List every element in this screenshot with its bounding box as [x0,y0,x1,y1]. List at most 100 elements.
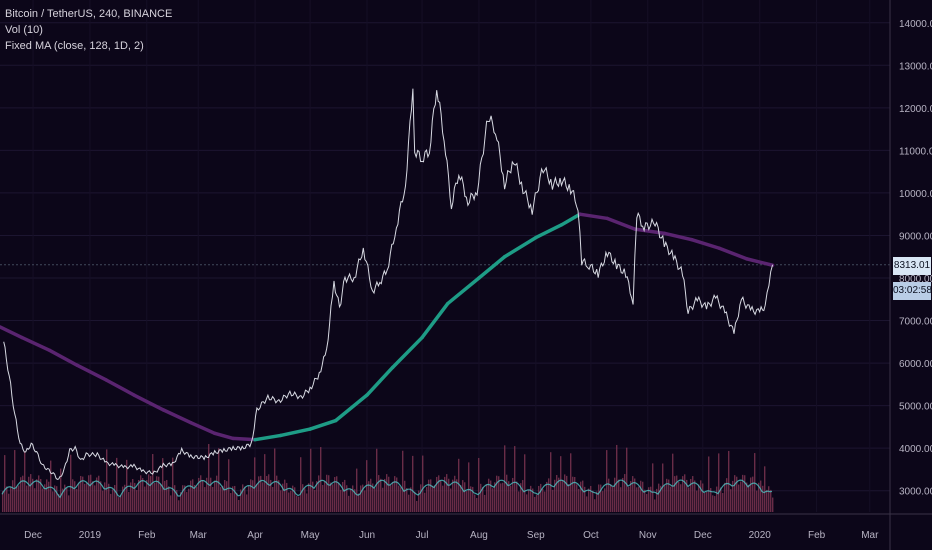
x-tick-label: Sep [527,530,545,541]
volume-bar [544,491,546,512]
volume-bar [174,485,176,512]
x-tick-label: May [301,530,320,541]
volume-bar [708,456,710,512]
volume-bar [642,481,644,512]
volume-bar [134,482,136,512]
volume-bar [208,444,210,512]
volume-bar [344,479,346,512]
volume-bar [678,481,680,512]
last-price-badge: 8313.01 [893,257,931,275]
volume-bar [328,475,330,512]
volume-bar [244,486,246,512]
volume-bar [16,486,18,512]
volume-bar [630,480,632,512]
volume-bar [772,497,774,512]
volume-bar [426,487,428,512]
volume-bar [92,481,94,512]
volume-bar [566,475,568,512]
volume-bar [142,478,144,512]
ma-indicator-label[interactable]: Fixed MA (close, 128, 1D, 2) [5,40,144,52]
volume-bar [160,484,162,512]
volume-bar [590,485,592,512]
volume-bar [182,485,184,512]
volume-bar [650,486,652,512]
ma-segment [20,335,52,353]
volume-bar [402,450,404,512]
volume-bar [742,474,744,512]
volume-bar [536,494,538,512]
y-tick-label: 7000.00 [899,317,932,328]
volume-bar [644,489,646,512]
volume-bar [594,499,596,512]
volume-bar [722,493,724,512]
volume-bar [394,476,396,512]
volume-bar [300,457,302,512]
volume-bar [158,476,160,512]
y-tick-label: 10000.00 [899,189,932,200]
volume-bar [740,481,742,512]
volume-bar [482,487,484,512]
volume-bar [496,475,498,512]
volume-bar [120,495,122,512]
volume-bar [716,486,718,512]
y-tick-label: 3000.00 [899,487,932,498]
volume-bar [558,477,560,512]
ma-segment [253,433,283,442]
x-tick-label: Jun [359,530,375,541]
symbol-label[interactable]: Bitcoin / TetherUS, 240, BINANCE [5,8,173,20]
volume-bar [314,489,316,512]
volume-bar [460,485,462,512]
volume-bar [8,493,10,512]
volume-bar [188,488,190,512]
volume-bar [408,494,410,512]
volume-bar [748,484,750,512]
volume-bar [200,475,202,512]
volume-bar [100,481,102,512]
y-tick-label: 14000.00 [899,19,932,30]
volume-bar [552,489,554,512]
volume-bar [26,485,28,512]
volume-bar [10,487,12,512]
volume-bar [388,476,390,512]
volume-bar [238,499,240,512]
volume-bar [240,489,242,512]
volume-bar [80,475,82,512]
volume-bar [696,490,698,512]
volume-bar [258,476,260,512]
volume-bar [34,488,36,512]
volume-bar [332,484,334,512]
volume-indicator-label[interactable]: Vol (10) [5,24,43,36]
ma-segment [420,301,450,340]
volume-bar [474,494,476,512]
volume-bar [734,475,736,512]
volume-bar [586,496,588,512]
volume-bar [154,482,156,512]
volume-bar [714,496,716,512]
ma-segment [745,257,775,268]
volume-bar [462,480,464,512]
volume-bar [504,445,506,512]
volume-bar [690,479,692,512]
volume-bar [538,485,540,512]
y-tick-label: 11000.00 [899,146,932,157]
ma-segment [578,212,610,221]
volume-bar [466,491,468,512]
y-tick-label: 9000.00 [899,231,932,242]
volume-bar [126,459,128,512]
volume-bar [64,484,66,512]
x-tick-label: Nov [639,530,657,541]
volume-bar [166,479,168,512]
volume-bar [512,477,514,512]
x-tick-label: Oct [583,530,599,541]
volume-bar [294,487,296,512]
volume-bar [476,498,478,512]
volume-bar [12,480,14,512]
volume-bar [572,476,574,512]
volume-bar [110,493,112,512]
volume-bar [274,448,276,512]
volume-bar [178,500,180,512]
x-tick-label: Jul [416,530,429,541]
ma-segment [534,223,564,240]
volume-bar [376,448,378,512]
